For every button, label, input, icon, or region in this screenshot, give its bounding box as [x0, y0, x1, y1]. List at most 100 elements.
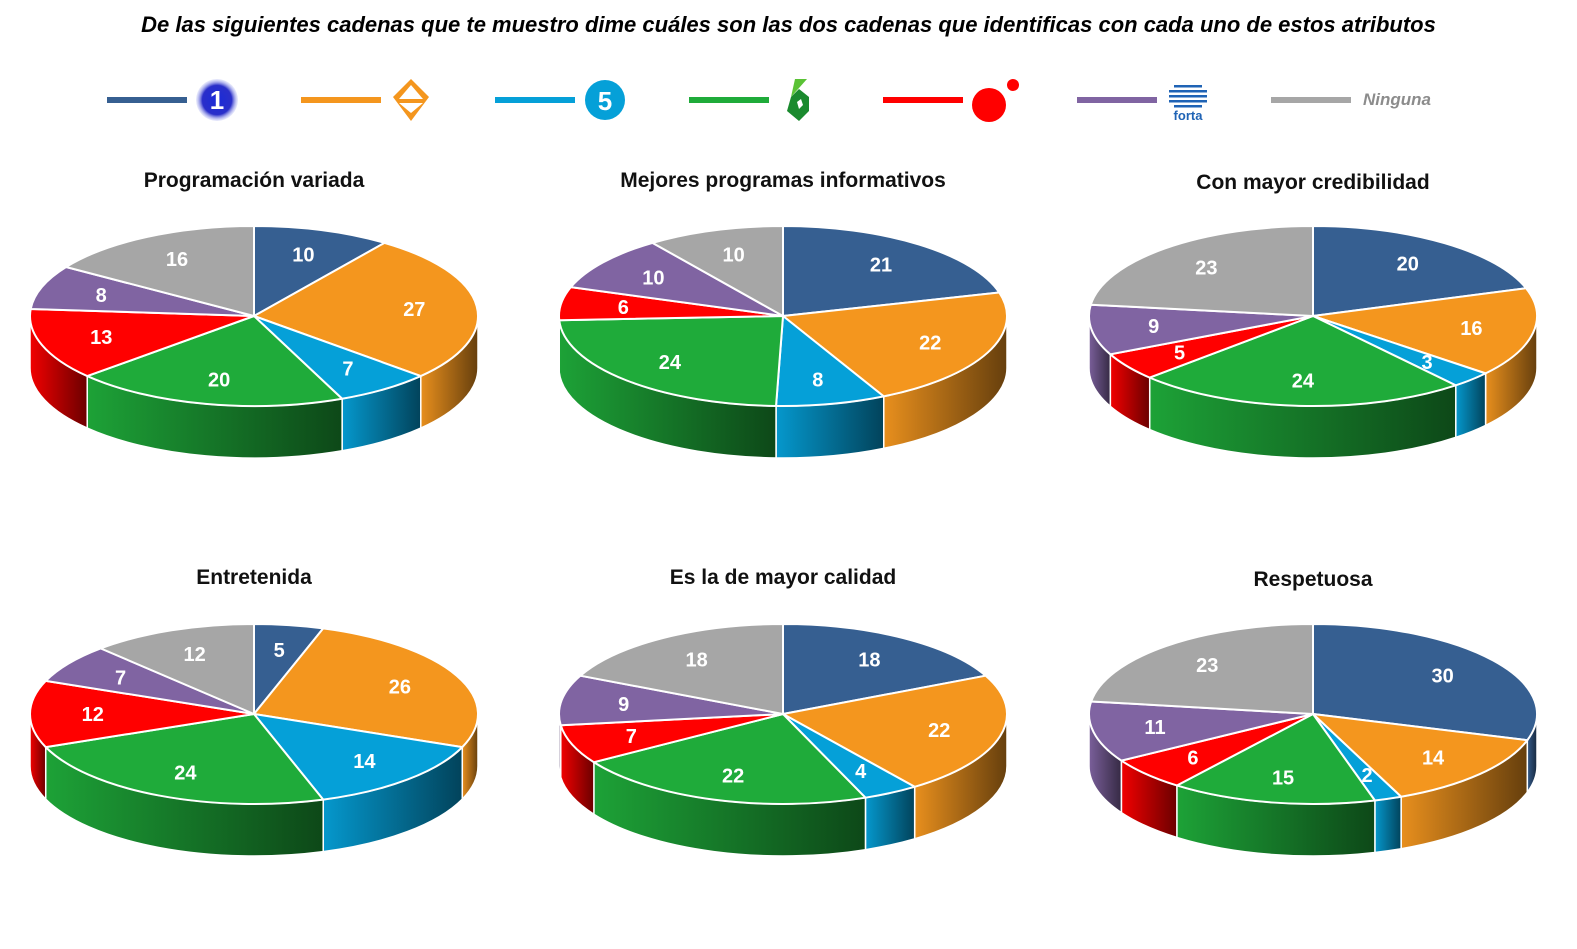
pie-chart-3: Con mayor credibilidad 20 16 3 24 59 23 — [1088, 171, 1538, 459]
pie-chart-6: Respetuosa 30 14 2 15 6 11 23 — [1088, 568, 1538, 857]
pie-slice-cuatro — [29, 308, 255, 378]
data-label-cuatro: 12 — [82, 704, 104, 726]
pie-slice-forta — [29, 266, 255, 317]
data-label-telecinco: 14 — [353, 751, 376, 773]
svg-text:1: 1 — [210, 85, 224, 115]
pie-slice-lasexta — [558, 315, 784, 407]
data-label-ninguna: 12 — [184, 644, 206, 666]
chart-main-title: De las siguientes cadenas que te muestro… — [141, 12, 1436, 37]
forta-logo-icon: forta — [1169, 85, 1207, 123]
pie-slice-ninguna — [1090, 623, 1314, 715]
legend-swatch-antena3 — [301, 97, 381, 103]
tve-la1-logo-icon: 1 — [196, 79, 238, 121]
pie-slice-la1 — [782, 623, 987, 715]
chart-title: Con mayor credibilidad — [1196, 171, 1429, 194]
pie-chart-1: Programación variada 10 27 7 20 13 8 16 — [29, 169, 479, 459]
forta-logo-lettering: forta — [1174, 108, 1204, 123]
pie-slice-ninguna — [99, 623, 255, 715]
pie-slice-la1 — [782, 225, 1001, 317]
pie-slice-cuatro — [29, 679, 255, 749]
data-label-la1: 21 — [870, 255, 892, 277]
data-label-antena3: 27 — [403, 299, 425, 321]
legend-label-ninguna: Ninguna — [1363, 90, 1431, 109]
pie-chart-5: Es la de mayor calidad 18 22 4 22 7 9 18 — [558, 566, 1008, 857]
chart-title: Es la de mayor calidad — [670, 566, 896, 589]
data-label-ninguna: 10 — [723, 244, 745, 266]
data-label-ninguna: 16 — [166, 249, 188, 271]
pie-top — [29, 225, 479, 407]
data-label-cuatro: 7 — [626, 726, 637, 748]
data-label-ninguna: 23 — [1196, 655, 1218, 677]
pie-slice-la1 — [1312, 225, 1528, 317]
data-label-forta: 8 — [96, 285, 107, 307]
chart-title: Mejores programas informativos — [620, 169, 946, 192]
pie-slice-ninguna — [65, 225, 255, 317]
pie-slice-antena3 — [782, 291, 1008, 398]
pie-chart-2: Mejores programas informativos 21 22 8 24 6 10… — [558, 169, 1008, 459]
data-label-cuatro: 5 — [1174, 342, 1185, 364]
data-label-la1: 30 — [1431, 665, 1453, 687]
pie-top — [29, 623, 479, 805]
data-label-antena3: 26 — [389, 676, 411, 698]
telecinco-logo-icon: 5 — [585, 80, 625, 120]
pie-slice-antena3 — [782, 674, 1008, 788]
chart-title: Respetuosa — [1253, 568, 1372, 591]
pie-top — [1088, 623, 1538, 805]
pie-top — [1088, 225, 1538, 407]
legend-swatch-ninguna — [1271, 97, 1351, 103]
pie-slice-forta — [558, 674, 784, 727]
pie-slice-forta — [569, 241, 784, 317]
legend-swatch-cuatro — [883, 97, 963, 103]
legend-swatch-telecinco — [495, 97, 575, 103]
legend: 1 5 — [0, 70, 1577, 130]
data-label-forta: 9 — [1148, 316, 1159, 338]
chart-title: Programación variada — [144, 169, 365, 192]
data-label-cuatro: 6 — [618, 297, 629, 319]
data-label-forta: 10 — [642, 267, 664, 289]
data-label-forta: 11 — [1144, 717, 1165, 739]
data-label-ninguna: 23 — [1195, 257, 1217, 279]
data-label-ninguna: 18 — [685, 649, 707, 671]
data-label-forta: 9 — [618, 694, 629, 716]
data-label-la1: 10 — [292, 244, 314, 266]
data-label-lasexta: 24 — [1292, 371, 1315, 393]
legend-swatch-la1 — [107, 97, 187, 103]
pie-slice-antena3 — [1312, 713, 1529, 798]
pie-slice-antena3 — [253, 241, 479, 378]
pie-slice-antena3 — [1312, 287, 1538, 375]
pie-slice-antena3 — [253, 627, 479, 749]
pie-sides — [558, 315, 1008, 459]
pie-sides — [558, 713, 1008, 857]
data-label-telecinco: 3 — [1421, 352, 1432, 374]
data-label-lasexta: 20 — [208, 369, 230, 391]
lasexta-logo-icon — [787, 79, 809, 121]
antena3-logo-icon — [393, 79, 429, 121]
pie-chart-4: Entretenida 5 26 14 24 12 7 12 — [29, 566, 479, 857]
data-label-cuatro: 13 — [90, 327, 112, 349]
legend-swatch-forta — [1077, 97, 1157, 103]
pie-slice-la1 — [1312, 623, 1538, 742]
pie-slice-lasexta — [86, 315, 344, 407]
data-label-telecinco: 2 — [1362, 765, 1373, 787]
pie-side-telecinco — [1374, 795, 1402, 854]
pie-slice-lasexta — [1148, 315, 1457, 407]
svg-text:5: 5 — [598, 86, 612, 116]
data-label-antena3: 22 — [928, 720, 950, 742]
pie-slice-lasexta — [1175, 713, 1376, 805]
pie-slice-lasexta — [592, 713, 867, 805]
data-label-telecinco: 7 — [342, 359, 353, 381]
chart-title: Entretenida — [196, 566, 312, 589]
data-label-la1: 18 — [858, 649, 880, 671]
data-label-telecinco: 8 — [812, 369, 823, 391]
legend-swatch-lasexta — [689, 97, 769, 103]
data-label-antena3: 16 — [1460, 318, 1482, 340]
pie-top — [558, 225, 1008, 407]
data-label-lasexta: 22 — [722, 766, 744, 788]
data-label-telecinco: 4 — [855, 761, 867, 783]
pie-slice-ninguna — [1089, 225, 1314, 317]
data-label-lasexta: 24 — [174, 763, 197, 785]
data-label-forta: 7 — [115, 668, 126, 690]
pie-slice-ninguna — [651, 225, 784, 317]
data-label-antena3: 14 — [1422, 747, 1445, 769]
